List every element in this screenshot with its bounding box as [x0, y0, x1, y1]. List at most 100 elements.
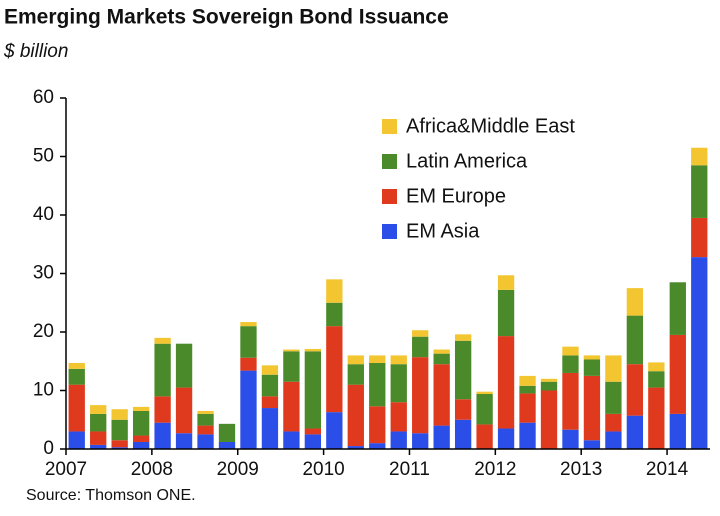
bar-segment	[626, 364, 644, 416]
bar-segment	[154, 422, 171, 449]
bar-segment	[497, 336, 515, 429]
bar-segment	[390, 402, 407, 432]
y-tick-label: 50	[33, 146, 54, 167]
bar-segment	[326, 279, 343, 303]
bar-segment	[90, 405, 107, 414]
bar-segment	[369, 406, 386, 444]
bar-segment	[562, 429, 579, 449]
x-tick-label: 2013	[560, 459, 602, 480]
bar-segment	[132, 435, 150, 442]
bar-segment	[240, 322, 257, 327]
bar-segment	[261, 374, 279, 397]
bar-segment	[390, 355, 407, 365]
bar-segment	[283, 381, 300, 432]
bar-segment	[476, 391, 493, 395]
bar-segment	[648, 387, 665, 449]
bar-segment	[154, 343, 171, 397]
bar-segment	[261, 408, 279, 449]
bar-segment	[68, 431, 85, 449]
bar-segment	[90, 413, 107, 432]
bar-segment	[240, 357, 257, 371]
bar-segment	[175, 387, 193, 434]
bar-segment	[175, 343, 193, 388]
bar-segment	[540, 381, 558, 391]
bar-segment	[476, 424, 493, 449]
bar-segment	[519, 393, 536, 423]
bar-segment	[691, 147, 708, 166]
chart-subtitle: $ billion	[3, 41, 68, 62]
bar-segment	[369, 355, 386, 364]
bar-segment	[691, 165, 708, 218]
bar-segment	[669, 413, 686, 449]
bar-segment	[304, 428, 322, 435]
bar-segment	[218, 423, 236, 442]
bar-segment	[497, 289, 515, 337]
bar-segment	[626, 415, 644, 449]
x-tick-label: 2011	[389, 459, 430, 480]
bar-segment	[390, 431, 407, 449]
bar-segment	[519, 375, 536, 386]
bar-segment	[648, 371, 665, 388]
bar-segment	[90, 431, 107, 445]
bar-segment	[132, 406, 150, 411]
bar-segment	[454, 419, 472, 449]
legend-label: EM Asia	[406, 220, 480, 242]
bar-segment	[605, 413, 622, 432]
bar-segment	[283, 349, 300, 352]
bar-segment	[197, 434, 214, 449]
bar-segment	[583, 359, 601, 376]
bar-segment	[261, 396, 279, 409]
bar-segment	[326, 302, 343, 327]
bar-segment	[669, 334, 686, 414]
y-tick-label: 10	[33, 380, 54, 401]
bar-segment	[326, 412, 343, 449]
bar-segment	[111, 419, 128, 441]
legend-swatch	[382, 119, 397, 134]
bar-segment	[390, 364, 407, 403]
bar-segment	[519, 385, 536, 394]
y-tick-label: 60	[33, 87, 54, 108]
bar-segment	[68, 384, 85, 432]
bar-segment	[540, 390, 558, 449]
bar-segment	[497, 275, 515, 290]
x-tick-label: 2010	[302, 459, 344, 480]
bar-segment	[197, 410, 214, 414]
bar-segment	[476, 394, 493, 425]
bar-segment	[326, 326, 343, 413]
y-tick-label: 0	[43, 438, 54, 459]
bar-segment	[283, 431, 300, 449]
bar-segment	[197, 425, 214, 435]
bar-segment	[412, 433, 429, 449]
bar-segment	[497, 428, 515, 449]
bar-segment	[691, 257, 708, 449]
bar-segment	[347, 446, 364, 449]
x-tick-label: 2009	[217, 459, 259, 480]
bar-segment	[283, 351, 300, 382]
bar-segment	[583, 440, 601, 449]
bar-segment	[347, 384, 364, 447]
bar-segment	[605, 431, 622, 449]
bar-segment	[369, 443, 386, 449]
bar-segment	[583, 375, 601, 441]
bar-segment	[433, 364, 450, 426]
legend-swatch	[382, 224, 397, 239]
bar-segment	[347, 355, 364, 365]
bar-segment	[304, 434, 322, 449]
bar-segment	[648, 362, 665, 372]
bar-segment	[626, 315, 644, 365]
legend-swatch	[382, 189, 397, 204]
x-tick-label: 2014	[646, 459, 689, 480]
bar-segment	[562, 372, 579, 430]
legend-label: Africa&Middle East	[406, 115, 575, 137]
bar-segment	[454, 340, 472, 400]
bar-segment	[519, 422, 536, 449]
bar-segment	[347, 364, 364, 385]
bar-segment	[454, 334, 472, 341]
x-tick-label: 2007	[45, 459, 87, 480]
bar-segment	[111, 440, 128, 448]
bar-segment	[691, 217, 708, 258]
bar-segment	[154, 396, 171, 423]
bar-segment	[304, 348, 322, 352]
bar-segment	[111, 447, 128, 449]
